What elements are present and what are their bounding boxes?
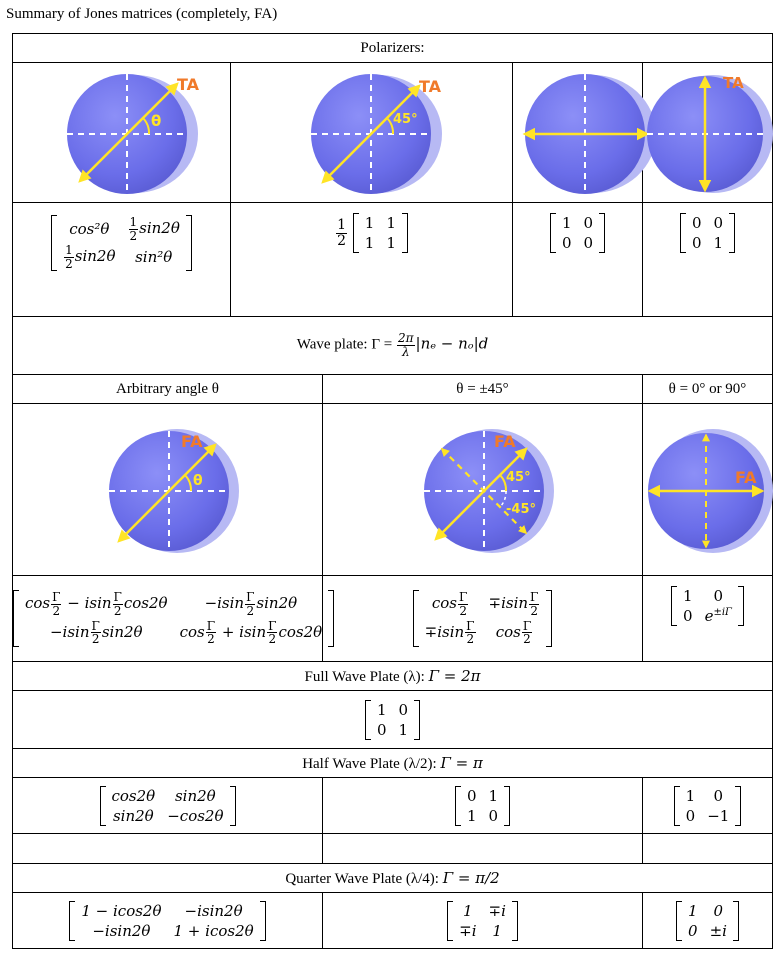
fa-label: FA bbox=[494, 432, 516, 451]
polarizer-diagram-vertical: TA bbox=[642, 62, 773, 203]
half-wave-header: Half Wave Plate (λ/2): Γ = π bbox=[12, 748, 773, 778]
empty-cell bbox=[12, 833, 323, 864]
quarter-wave-matrix-pm45: 1 ∓i ∓i 1 bbox=[322, 892, 643, 949]
fa-label: FA bbox=[735, 468, 757, 487]
quarter-wave-matrix-arbitrary: 1 − icos2θ −isin2θ −isin2θ 1 + icos2θ bbox=[12, 892, 323, 949]
col-header-arbitrary: Arbitrary angle θ bbox=[12, 374, 323, 404]
svg-text:45°: 45° bbox=[506, 470, 531, 485]
polarizer-diagram-horizontal: TA bbox=[512, 62, 670, 203]
waveplate-matrix-arbitrary: cos Γ 2 − isin Γ 2 cos2θ −isin Γ 2 sin2θ −isin Γ 2… bbox=[12, 575, 335, 662]
col-header-pm45: θ = ±45° bbox=[322, 374, 643, 404]
polarizer-diagram-45: 45° TA bbox=[230, 62, 513, 203]
svg-text:θ: θ bbox=[193, 473, 203, 489]
ta-label: TA bbox=[177, 75, 200, 94]
polarizers-header: Polarizers: bbox=[12, 33, 773, 63]
svg-text:-45°: -45° bbox=[506, 502, 536, 517]
waveplate-diagram-0-90: FA bbox=[642, 403, 773, 576]
full-wave-header: Full Wave Plate (λ): Γ = 2π bbox=[12, 661, 773, 691]
polarizer-matrix-theta: cos²θ 1 2 sin2θ 1 2 sin2θ sin²θ bbox=[12, 202, 231, 317]
quarter-wave-header: Quarter Wave Plate (λ/4): Γ = π/2 bbox=[12, 863, 773, 893]
jones-table: Polarizers: θ TA 45° bbox=[12, 33, 773, 949]
ta-label: TA bbox=[723, 74, 744, 92]
half-wave-matrix-arbitrary: cos2θ sin2θ sin2θ −cos2θ bbox=[12, 777, 323, 834]
theta-label: θ bbox=[151, 112, 161, 130]
empty-cell bbox=[322, 833, 643, 864]
empty-cell bbox=[642, 833, 773, 864]
col-header-0-90: θ = 0° or 90° bbox=[642, 374, 773, 404]
waveplate-formula: Wave plate: Γ = 2π λ |nₑ − nₒ|d bbox=[12, 316, 773, 375]
ta-label: TA bbox=[419, 77, 442, 96]
page-title: Summary of Jones matrices (completely, F… bbox=[6, 6, 278, 22]
waveplate-diagram-arbitrary: θ FA bbox=[12, 403, 323, 576]
polarizer-diagram-theta: θ TA bbox=[12, 62, 231, 203]
angle-45-label: 45° bbox=[393, 112, 418, 127]
fa-label: FA bbox=[181, 432, 203, 451]
waveplate-diagram-pm45: 45° -45° FA bbox=[322, 403, 643, 576]
waveplate-matrix-pm45: cos Γ 2 ∓isin Γ 2 ∓isin Γ 2 cos Γ 2 bbox=[322, 575, 643, 662]
